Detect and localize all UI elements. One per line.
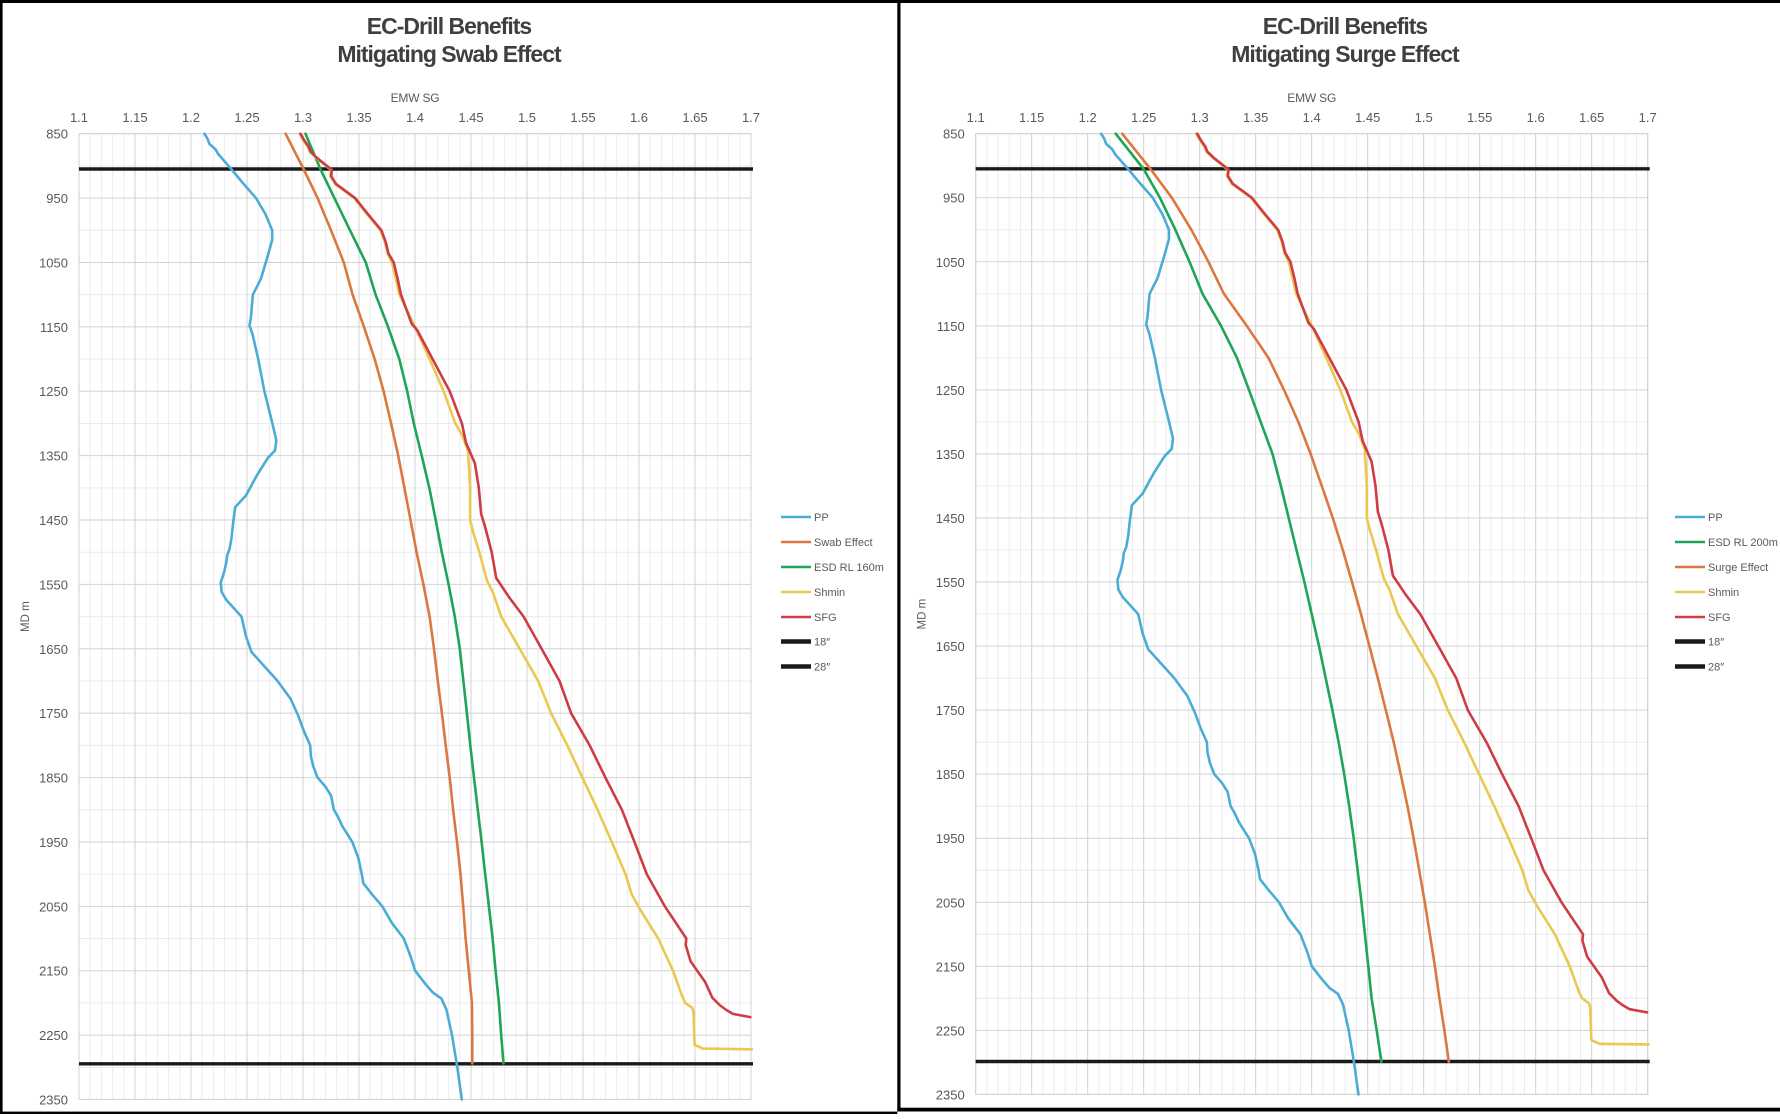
svg-text:SFG: SFG — [814, 612, 837, 624]
svg-text:1750: 1750 — [39, 706, 68, 721]
svg-text:1850: 1850 — [936, 767, 965, 782]
svg-text:1.4: 1.4 — [406, 110, 424, 125]
svg-text:Shmin: Shmin — [1708, 587, 1739, 599]
svg-text:28″: 28″ — [814, 661, 830, 673]
svg-text:2350: 2350 — [936, 1087, 965, 1102]
svg-text:EMW SG: EMW SG — [391, 91, 440, 105]
svg-text:1.3: 1.3 — [1191, 110, 1209, 125]
svg-text:18″: 18″ — [814, 636, 830, 648]
svg-text:1.15: 1.15 — [1019, 110, 1044, 125]
svg-text:1.6: 1.6 — [1527, 110, 1545, 125]
svg-text:1.25: 1.25 — [234, 110, 259, 125]
svg-text:1.25: 1.25 — [1131, 110, 1156, 125]
svg-text:Swab Effect: Swab Effect — [814, 537, 873, 549]
svg-text:2150: 2150 — [39, 964, 68, 979]
svg-text:1850: 1850 — [39, 771, 68, 786]
svg-text:1450: 1450 — [39, 513, 68, 528]
svg-text:1.15: 1.15 — [122, 110, 147, 125]
svg-text:Mitigating Surge Effect: Mitigating Surge Effect — [1231, 41, 1460, 67]
svg-text:1650: 1650 — [39, 642, 68, 657]
svg-text:850: 850 — [943, 127, 965, 142]
svg-text:1.2: 1.2 — [1079, 110, 1097, 125]
svg-text:1.35: 1.35 — [1243, 110, 1268, 125]
svg-text:950: 950 — [46, 191, 68, 206]
svg-text:1950: 1950 — [39, 835, 68, 850]
svg-text:1050: 1050 — [936, 255, 965, 270]
svg-text:850: 850 — [46, 127, 68, 142]
svg-text:1350: 1350 — [936, 447, 965, 462]
svg-text:1950: 1950 — [936, 831, 965, 846]
svg-text:1.7: 1.7 — [1639, 110, 1657, 125]
svg-text:2250: 2250 — [39, 1028, 68, 1043]
svg-text:1.1: 1.1 — [967, 110, 985, 125]
svg-text:28″: 28″ — [1708, 661, 1724, 673]
svg-text:1.55: 1.55 — [1467, 110, 1492, 125]
svg-text:1.5: 1.5 — [518, 110, 536, 125]
svg-text:1.4: 1.4 — [1303, 110, 1321, 125]
svg-text:2050: 2050 — [39, 899, 68, 914]
svg-text:950: 950 — [943, 191, 965, 206]
svg-text:1.65: 1.65 — [682, 110, 707, 125]
svg-text:1.6: 1.6 — [630, 110, 648, 125]
svg-text:2150: 2150 — [936, 959, 965, 974]
svg-text:SFG: SFG — [1708, 612, 1731, 624]
svg-text:ESD RL 200m: ESD RL 200m — [1708, 537, 1778, 549]
svg-text:18″: 18″ — [1708, 636, 1724, 648]
svg-text:1350: 1350 — [39, 449, 68, 464]
svg-text:1.3: 1.3 — [294, 110, 312, 125]
svg-text:1.45: 1.45 — [458, 110, 483, 125]
svg-text:EC-Drill Benefits: EC-Drill Benefits — [367, 13, 532, 39]
svg-text:Shmin: Shmin — [814, 587, 845, 599]
svg-text:2350: 2350 — [39, 1093, 68, 1108]
svg-text:MD m: MD m — [917, 599, 929, 630]
svg-text:2250: 2250 — [936, 1023, 965, 1038]
svg-text:1250: 1250 — [936, 383, 965, 398]
svg-text:1450: 1450 — [936, 511, 965, 526]
svg-text:MD m: MD m — [20, 601, 32, 632]
svg-text:1.35: 1.35 — [346, 110, 371, 125]
svg-text:PP: PP — [1708, 512, 1723, 524]
svg-text:1150: 1150 — [40, 320, 68, 335]
svg-text:1250: 1250 — [39, 384, 68, 399]
svg-text:Mitigating Swab Effect: Mitigating Swab Effect — [337, 41, 562, 67]
svg-text:1.1: 1.1 — [70, 110, 88, 125]
svg-text:1550: 1550 — [936, 575, 965, 590]
svg-text:1.55: 1.55 — [570, 110, 595, 125]
svg-text:1050: 1050 — [39, 256, 68, 271]
svg-text:1650: 1650 — [936, 639, 965, 654]
svg-text:1.45: 1.45 — [1355, 110, 1380, 125]
svg-text:EMW SG: EMW SG — [1287, 91, 1336, 105]
svg-text:1.5: 1.5 — [1415, 110, 1433, 125]
svg-text:2050: 2050 — [936, 895, 965, 910]
svg-text:Surge Effect: Surge Effect — [1708, 562, 1768, 574]
svg-text:1150: 1150 — [937, 319, 965, 334]
svg-text:1.2: 1.2 — [182, 110, 200, 125]
svg-text:PP: PP — [814, 512, 829, 524]
svg-text:1.65: 1.65 — [1579, 110, 1604, 125]
svg-text:1550: 1550 — [39, 577, 68, 592]
svg-text:1.7: 1.7 — [742, 110, 760, 125]
svg-text:ESD RL 160m: ESD RL 160m — [814, 562, 884, 574]
svg-text:EC-Drill Benefits: EC-Drill Benefits — [1263, 13, 1428, 39]
svg-text:1750: 1750 — [936, 703, 965, 718]
